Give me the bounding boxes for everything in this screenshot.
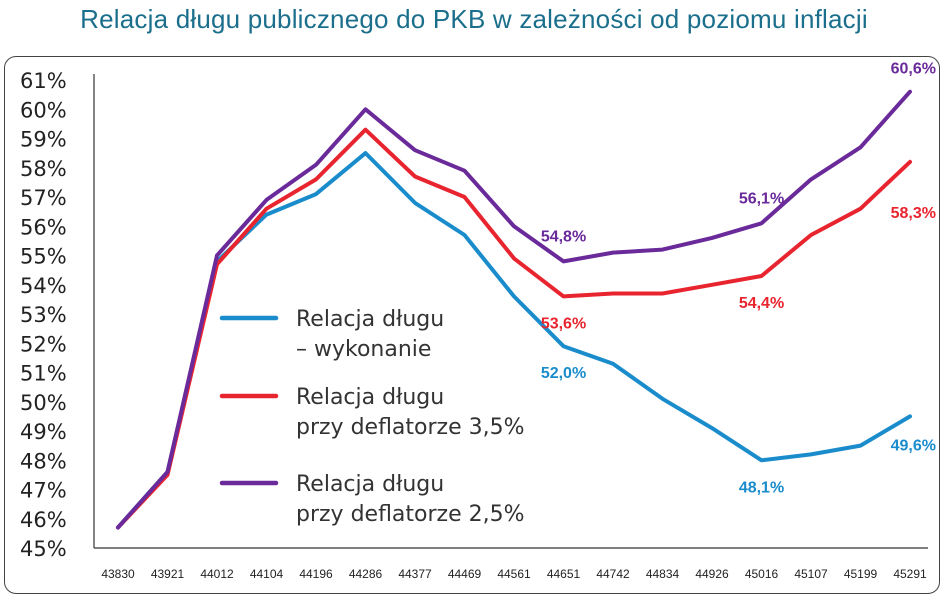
x-tick-label: 45199 — [844, 567, 878, 581]
y-tick-label: 60% — [20, 98, 67, 122]
y-tick-label: 59% — [20, 128, 67, 152]
legend: Relacja długu – wykonanie Relacja długu prz… — [219, 307, 525, 527]
legend-label: przy deflatorze 2,5% — [296, 502, 525, 527]
data-label: 49,6% — [891, 437, 936, 454]
data-label: 52,0% — [541, 365, 586, 382]
legend-label: – wykonanie — [296, 337, 431, 362]
legend-label: Relacja długu — [296, 307, 444, 332]
y-tick-label: 54% — [20, 274, 67, 298]
x-tick-label: 44012 — [200, 567, 234, 581]
series-line-1 — [116, 127, 912, 530]
x-tick-label: 44377 — [398, 567, 432, 581]
legend-label: Relacja długu — [296, 385, 444, 410]
x-tick-label: 44104 — [250, 567, 284, 581]
chart-frame — [4, 56, 940, 594]
x-tick-label: 45291 — [893, 567, 927, 581]
x-tick-label: 45107 — [794, 567, 828, 581]
data-label: 48,1% — [739, 479, 784, 496]
series-line-0 — [116, 151, 912, 530]
y-tick-label: 56% — [20, 215, 67, 239]
y-axis-ticks: 45% 46% 47% 48% 49% 50% 51% 52% 53% 54% 55% 56% 57% 5… — [20, 69, 67, 561]
x-tick-label: 44561 — [497, 567, 531, 581]
legend-label: przy deflatorze 3,5% — [296, 415, 525, 440]
y-tick-label: 55% — [20, 245, 67, 269]
y-tick-label: 61% — [20, 69, 67, 93]
data-label: 54,8% — [541, 228, 586, 245]
y-tick-label: 45% — [20, 537, 67, 561]
data-labels: 52,0% 48,1% 49,6% 53,6% 54,4% 58,3% 54,8% 56,1%… — [541, 61, 936, 497]
x-tick-label: 44926 — [695, 567, 729, 581]
y-tick-label: 51% — [20, 362, 67, 386]
x-axis-ticks: 43830 43921 44012 44104 44196 44286 44377 44469… — [101, 567, 927, 581]
data-label: 53,6% — [541, 315, 586, 332]
y-tick-label: 50% — [20, 391, 67, 415]
y-tick-label: 57% — [20, 186, 67, 210]
x-tick-label: 44651 — [547, 567, 581, 581]
y-tick-label: 52% — [20, 332, 67, 356]
x-tick-label: 44196 — [299, 567, 333, 581]
x-tick-label: 44834 — [646, 567, 680, 581]
x-tick-label: 44742 — [596, 567, 630, 581]
x-tick-label: 43830 — [101, 567, 135, 581]
x-tick-label: 45016 — [745, 567, 779, 581]
series-line-2 — [116, 89, 912, 530]
y-tick-label: 46% — [20, 508, 67, 532]
data-label: 58,3% — [891, 205, 936, 222]
y-tick-label: 48% — [20, 449, 67, 473]
x-tick-label: 43921 — [151, 567, 185, 581]
data-label: 56,1% — [739, 190, 784, 207]
x-tick-label: 44286 — [349, 567, 383, 581]
axes — [93, 74, 928, 549]
series-lines — [116, 89, 912, 530]
y-tick-label: 53% — [20, 303, 67, 327]
y-tick-label: 47% — [20, 479, 67, 503]
y-tick-label: 58% — [20, 157, 67, 181]
data-label: 54,4% — [739, 295, 784, 312]
x-tick-label: 44469 — [448, 567, 482, 581]
chart-title: Relacja długu publicznego do PKB w zależ… — [80, 4, 868, 34]
y-tick-label: 49% — [20, 420, 67, 444]
legend-label: Relacja długu — [296, 472, 444, 497]
data-label: 60,6% — [891, 61, 936, 78]
